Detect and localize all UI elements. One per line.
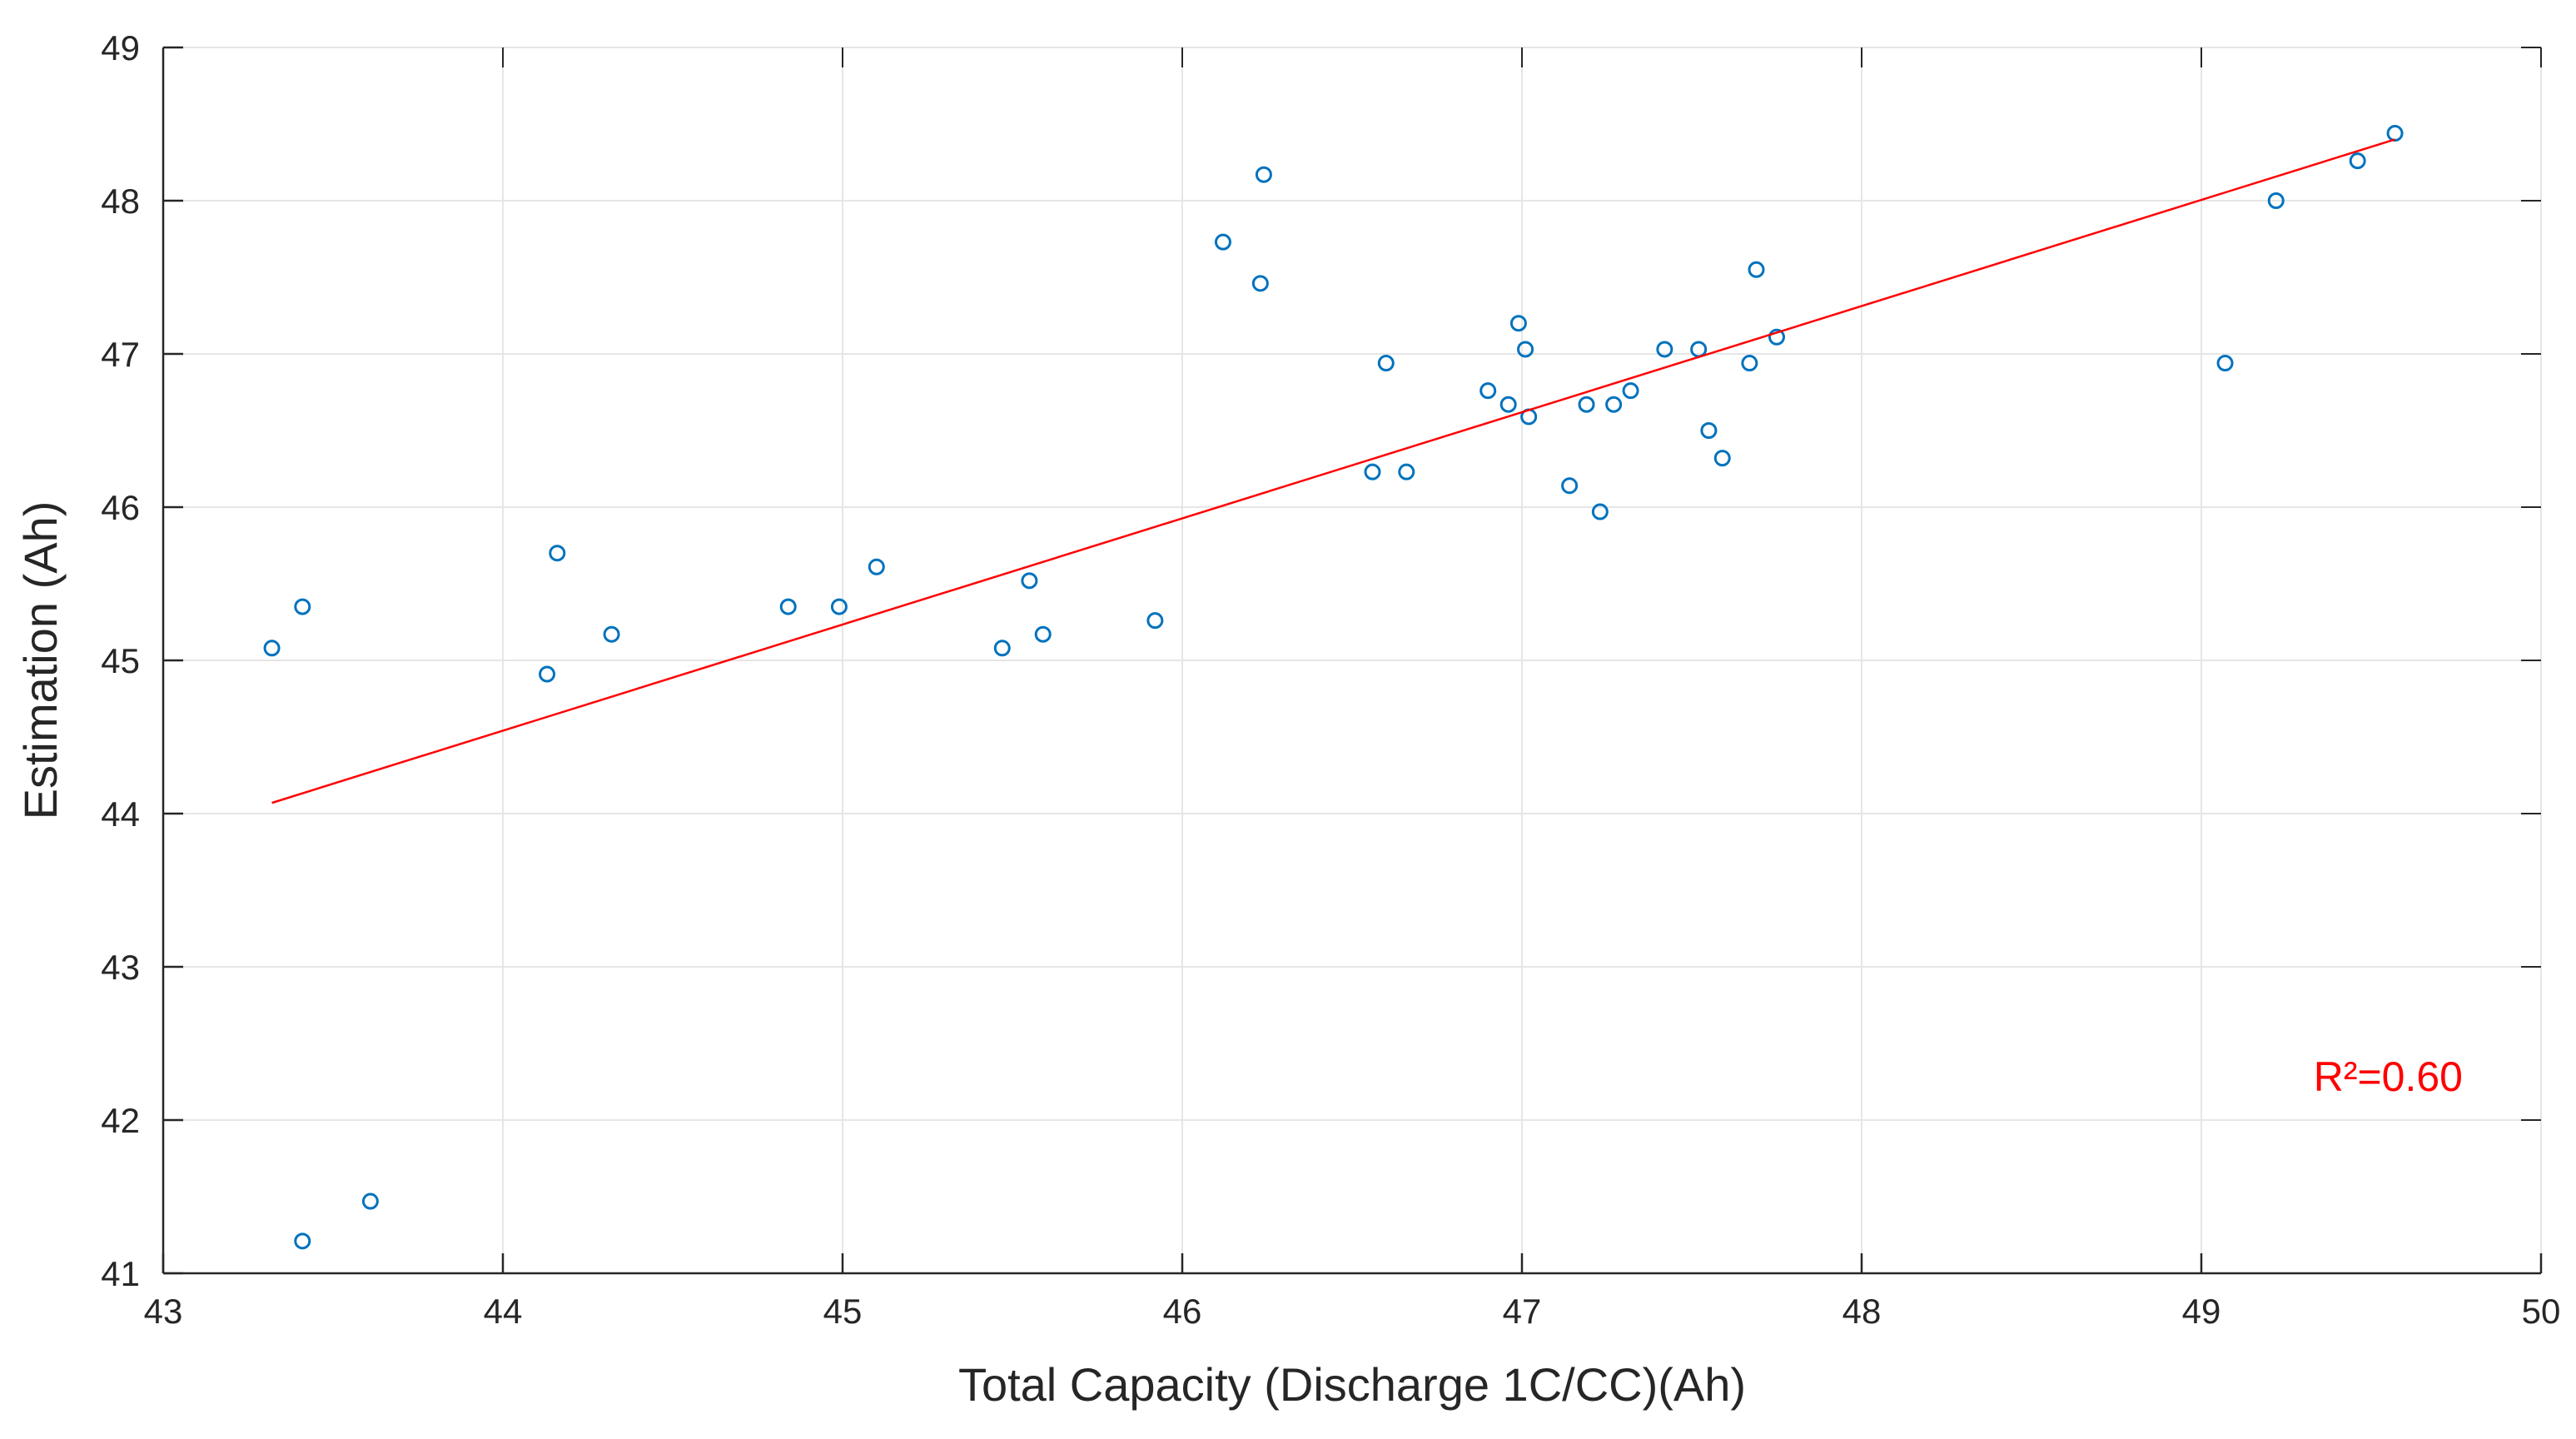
x-tick-label: 48 <box>1842 1292 1882 1331</box>
r-squared-annotation: R²=0.60 <box>2314 1053 2463 1100</box>
data-point <box>263 640 281 657</box>
data-point <box>868 558 885 575</box>
data-point <box>993 640 1011 657</box>
data-point <box>1398 463 1415 480</box>
data-point <box>830 598 848 615</box>
data-point <box>2216 355 2234 372</box>
data-point <box>1561 477 1579 495</box>
data-series <box>263 125 2404 1250</box>
data-point <box>779 598 797 615</box>
data-point <box>1034 625 1052 643</box>
x-tick-label: 50 <box>2522 1292 2561 1331</box>
data-point <box>1656 341 1673 358</box>
data-point <box>2349 152 2366 170</box>
y-tick-label: 41 <box>101 1254 140 1293</box>
axes <box>162 46 2543 1275</box>
data-point <box>549 545 566 562</box>
y-tick-label: 43 <box>101 948 140 987</box>
data-point <box>294 598 311 615</box>
data-point <box>603 625 620 643</box>
y-tick-labels: 41 42 43 44 45 46 47 48 49 <box>101 28 140 1293</box>
data-point <box>294 1232 311 1250</box>
data-point <box>1517 341 1534 358</box>
data-point <box>1741 355 1758 372</box>
y-tick-label: 45 <box>101 641 140 680</box>
data-point <box>1214 233 1231 251</box>
fit-line <box>271 138 2395 804</box>
y-tick-label: 46 <box>101 488 140 527</box>
x-tick-label: 46 <box>1163 1292 1202 1331</box>
data-point <box>1255 166 1272 183</box>
data-point <box>1622 382 1639 400</box>
data-point <box>1509 315 1527 332</box>
data-point <box>1499 396 1517 413</box>
x-tick-labels: 43 44 45 46 47 48 49 50 <box>144 1292 2561 1331</box>
data-point <box>1713 450 1731 467</box>
y-tick-label: 48 <box>101 182 140 221</box>
y-tick-label: 42 <box>101 1101 140 1140</box>
x-tick-label: 43 <box>144 1292 183 1331</box>
data-point <box>361 1193 379 1210</box>
data-point <box>1251 275 1269 292</box>
y-tick-label: 47 <box>101 335 140 374</box>
data-point <box>1700 422 1718 439</box>
x-tick-label: 47 <box>1503 1292 1542 1331</box>
data-point <box>1377 355 1395 372</box>
data-point <box>2267 192 2285 209</box>
y-tick-label: 49 <box>101 28 140 67</box>
data-point <box>1591 503 1609 520</box>
y-axis-label: Estimation (Ah) <box>14 501 67 820</box>
data-point <box>539 665 556 683</box>
x-axis-label: Total Capacity (Discharge 1C/CC)(Ah) <box>958 1358 1746 1411</box>
data-point <box>1479 382 1497 400</box>
y-tick-label: 44 <box>101 794 140 834</box>
x-tick-label: 49 <box>2182 1292 2221 1331</box>
data-point <box>1021 572 1038 590</box>
x-tick-label: 45 <box>823 1292 863 1331</box>
data-point <box>1768 328 1785 346</box>
data-point <box>1364 463 1381 480</box>
data-point <box>1578 396 1595 413</box>
data-point <box>1748 261 1765 278</box>
data-point <box>1605 396 1623 413</box>
data-point <box>1146 612 1164 630</box>
x-tick-label: 44 <box>484 1292 523 1331</box>
